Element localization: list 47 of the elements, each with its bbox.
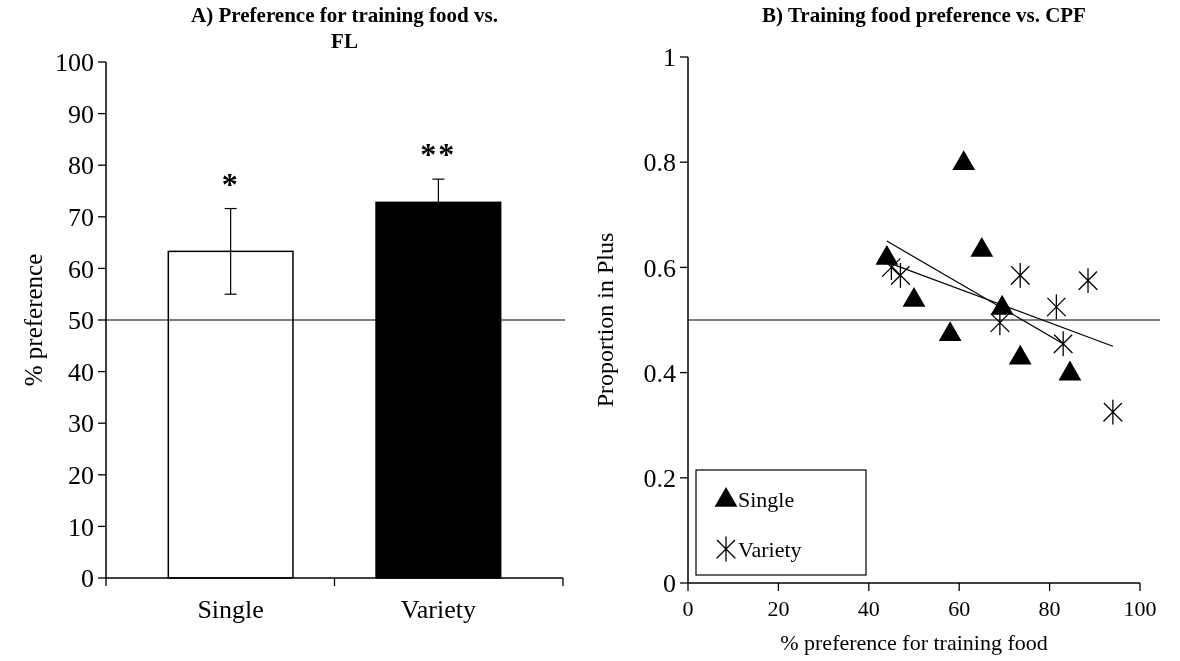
x-tick-label: 0 [682,596,694,621]
y-tick-label: 0.6 [643,253,676,283]
chart-title: A) Preference for training food vs. FL [191,3,498,53]
legend-label: Variety [738,536,802,562]
y-axis-title: % preference [20,253,47,387]
y-tick-label: 0 [663,569,676,599]
y-tick-label: 50 [68,306,94,336]
y-tick-label: 70 [68,202,94,232]
y-tick-label: 10 [68,512,94,542]
y-tick-label: 60 [68,254,94,284]
y-tick-label: 20 [68,460,94,490]
point [1010,262,1030,288]
x-tick-label: Variety [400,595,476,624]
point [890,262,911,288]
point [1053,331,1073,357]
y-tick-label: 0 [81,564,94,594]
y-tick-label: 90 [68,99,94,129]
x-axis-title: % preference for training food [780,630,1048,655]
annotation: * [221,165,240,202]
point [970,236,994,257]
x-tick-label: 20 [767,596,790,621]
y-tick-label: 0.8 [643,148,676,178]
y-tick-label: 0.4 [643,358,676,388]
y-tick-label: 80 [68,151,94,181]
legend-label: Single [738,486,795,512]
y-tick-label: 40 [68,357,94,387]
y-tick-label: 0.2 [643,463,676,493]
y-tick-label: 100 [55,48,94,78]
annotation: ** [420,136,457,173]
point [1078,267,1098,294]
point [875,244,899,265]
point [1008,344,1032,365]
point [902,286,926,307]
point [1103,399,1123,425]
y-tick-label: 30 [68,409,94,439]
point [952,150,976,170]
point [1058,360,1082,381]
y-axis-title: Proportion in Plus [592,232,618,408]
x-tick-label: 60 [948,596,971,621]
point [1046,294,1067,320]
chart-title: B) Training food preference vs. CPF [762,3,1086,27]
x-tick-label: 80 [1038,596,1061,621]
x-tick-label: 40 [857,596,880,621]
x-tick-label: Single [197,595,264,624]
y-tick-label: 1 [663,43,676,73]
x-tick-label: 100 [1123,596,1157,621]
point [938,321,962,341]
